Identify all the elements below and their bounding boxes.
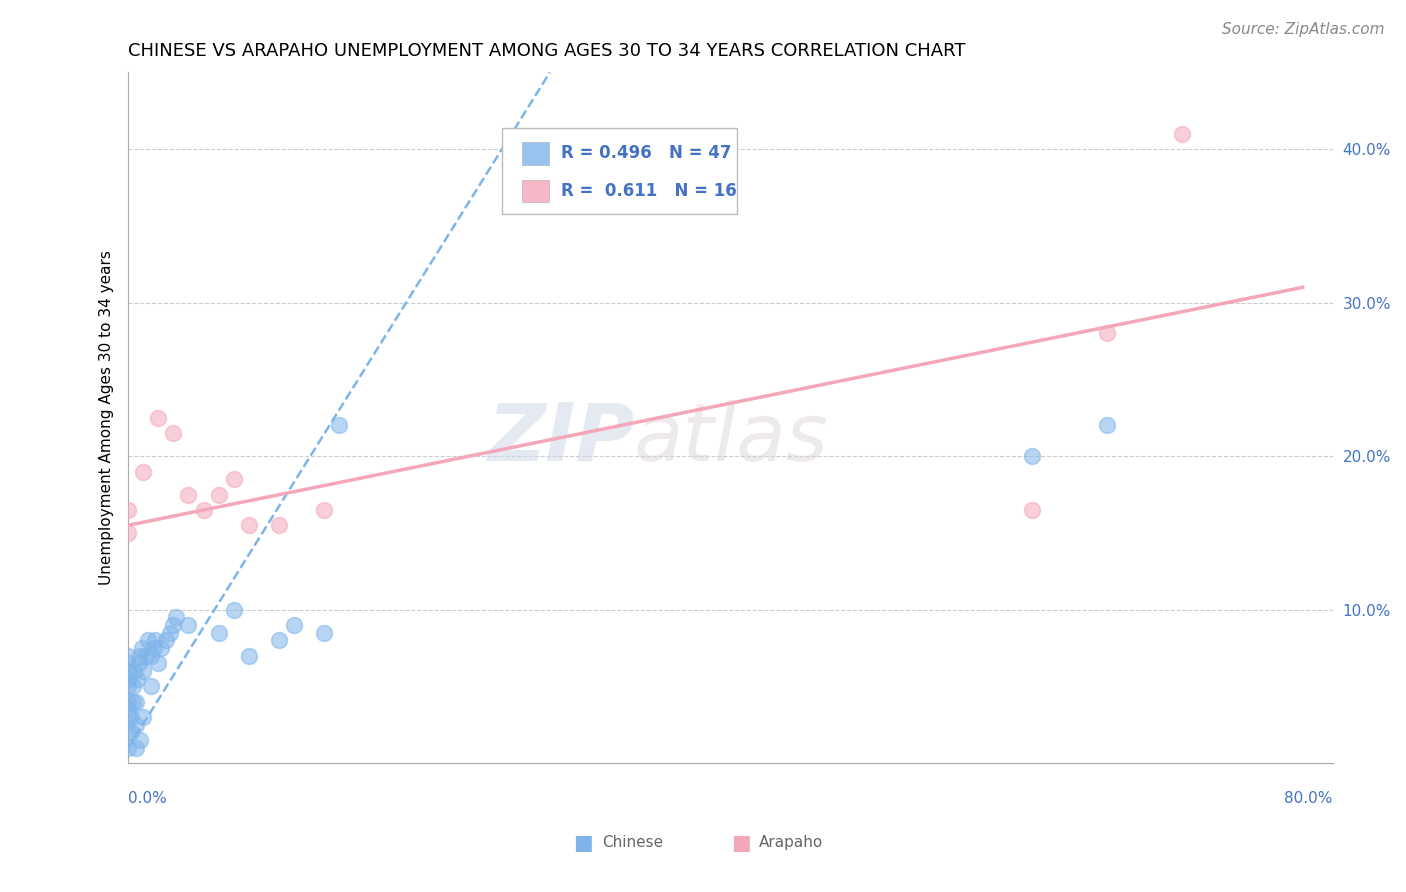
Point [155, 633, 177, 648]
Point [1021, 449, 1043, 463]
Point [117, 680, 139, 694]
Point [238, 648, 260, 663]
Point [238, 518, 260, 533]
Point [117, 740, 139, 755]
Point [117, 664, 139, 678]
Text: Arapaho: Arapaho [759, 836, 824, 850]
Point [177, 487, 200, 501]
Point [143, 633, 166, 648]
Point [129, 733, 152, 747]
Point [312, 503, 335, 517]
Point [162, 618, 184, 632]
Point [159, 625, 181, 640]
Point [121, 680, 143, 694]
Point [132, 664, 155, 678]
Point [120, 725, 142, 739]
Text: Source: ZipAtlas.com: Source: ZipAtlas.com [1222, 22, 1385, 37]
Text: atlas: atlas [634, 400, 830, 477]
Point [193, 503, 215, 517]
Point [142, 641, 165, 656]
Point [117, 702, 139, 716]
Text: ■: ■ [731, 833, 751, 853]
Text: Chinese: Chinese [602, 836, 662, 850]
Point [117, 648, 139, 663]
Point [328, 418, 350, 433]
Text: 0.0%: 0.0% [128, 791, 167, 805]
Point [136, 633, 159, 648]
Point [132, 465, 155, 479]
Point [131, 641, 153, 656]
Point [139, 648, 162, 663]
Point [139, 680, 162, 694]
Point [125, 718, 148, 732]
Text: CHINESE VS ARAPAHO UNEMPLOYMENT AMONG AGES 30 TO 34 YEARS CORRELATION CHART: CHINESE VS ARAPAHO UNEMPLOYMENT AMONG AG… [128, 42, 966, 60]
Text: R = 0.496   N = 47: R = 0.496 N = 47 [561, 145, 731, 162]
Point [1021, 503, 1043, 517]
Point [120, 710, 142, 724]
Point [150, 641, 173, 656]
Point [207, 487, 229, 501]
FancyBboxPatch shape [502, 128, 737, 214]
Point [125, 740, 148, 755]
Point [148, 657, 170, 671]
Point [283, 618, 305, 632]
Point [1171, 127, 1194, 141]
Bar [522, 179, 548, 202]
Text: 80.0%: 80.0% [1285, 791, 1333, 805]
Point [207, 625, 229, 640]
Point [122, 664, 145, 678]
Point [117, 710, 139, 724]
Point [162, 426, 184, 441]
Point [117, 657, 139, 671]
Point [117, 503, 139, 517]
Point [135, 648, 157, 663]
Point [165, 610, 187, 624]
Point [1095, 326, 1118, 341]
Point [117, 525, 139, 540]
Text: ■: ■ [574, 833, 593, 853]
Point [177, 618, 200, 632]
Point [132, 710, 155, 724]
Point [267, 518, 290, 533]
Point [121, 695, 143, 709]
Point [312, 625, 335, 640]
Point [222, 602, 245, 616]
Bar [522, 142, 548, 164]
Point [117, 725, 139, 739]
Point [129, 648, 152, 663]
Y-axis label: Unemployment Among Ages 30 to 34 years: Unemployment Among Ages 30 to 34 years [100, 251, 114, 585]
Point [128, 657, 150, 671]
Point [117, 695, 139, 709]
Point [127, 672, 149, 686]
Text: R =  0.611   N = 16: R = 0.611 N = 16 [561, 182, 737, 200]
Point [117, 672, 139, 686]
Point [1095, 418, 1118, 433]
Point [148, 410, 170, 425]
Point [125, 695, 148, 709]
Text: ZIP: ZIP [486, 400, 634, 477]
Point [267, 633, 290, 648]
Point [222, 472, 245, 486]
